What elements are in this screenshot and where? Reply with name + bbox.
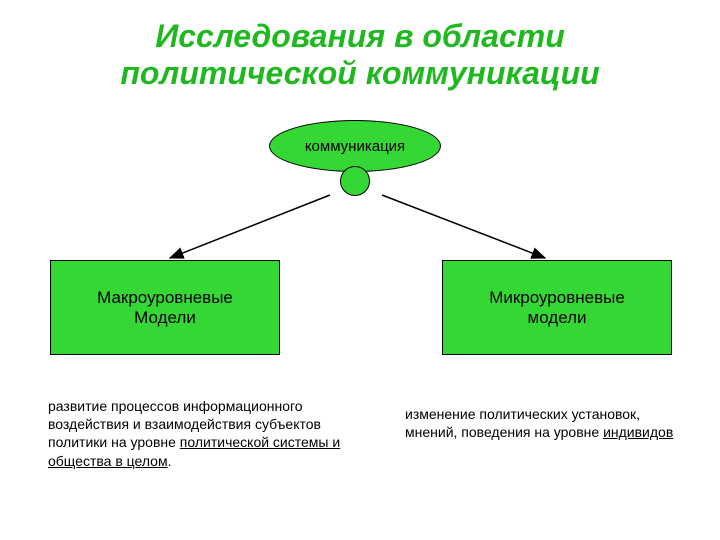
center-node: коммуникация (269, 120, 441, 172)
page-title: Исследования в области политической комм… (0, 0, 720, 92)
center-node-label: коммуникация (305, 138, 405, 155)
stem-node (340, 166, 370, 196)
desc-right-underlined: индивидов (603, 424, 673, 440)
right-box-line1: Микроуровневые (489, 288, 625, 307)
desc-right: изменение политических установок, мнений… (405, 405, 680, 441)
right-box: Микроуровневые модели (442, 260, 672, 355)
left-box-line2: Модели (134, 308, 196, 327)
left-box: Макроуровневые Модели (50, 260, 280, 355)
title-line2: политической коммуникации (120, 55, 599, 91)
desc-left-post: . (168, 453, 172, 469)
arrow-left (170, 195, 330, 258)
arrow-right (382, 195, 545, 258)
right-box-line2: модели (528, 308, 587, 327)
desc-left: развитие процессов информационного возде… (48, 397, 383, 470)
title-line1: Исследования в области (155, 18, 565, 54)
left-box-line1: Макроуровневые (97, 288, 233, 307)
